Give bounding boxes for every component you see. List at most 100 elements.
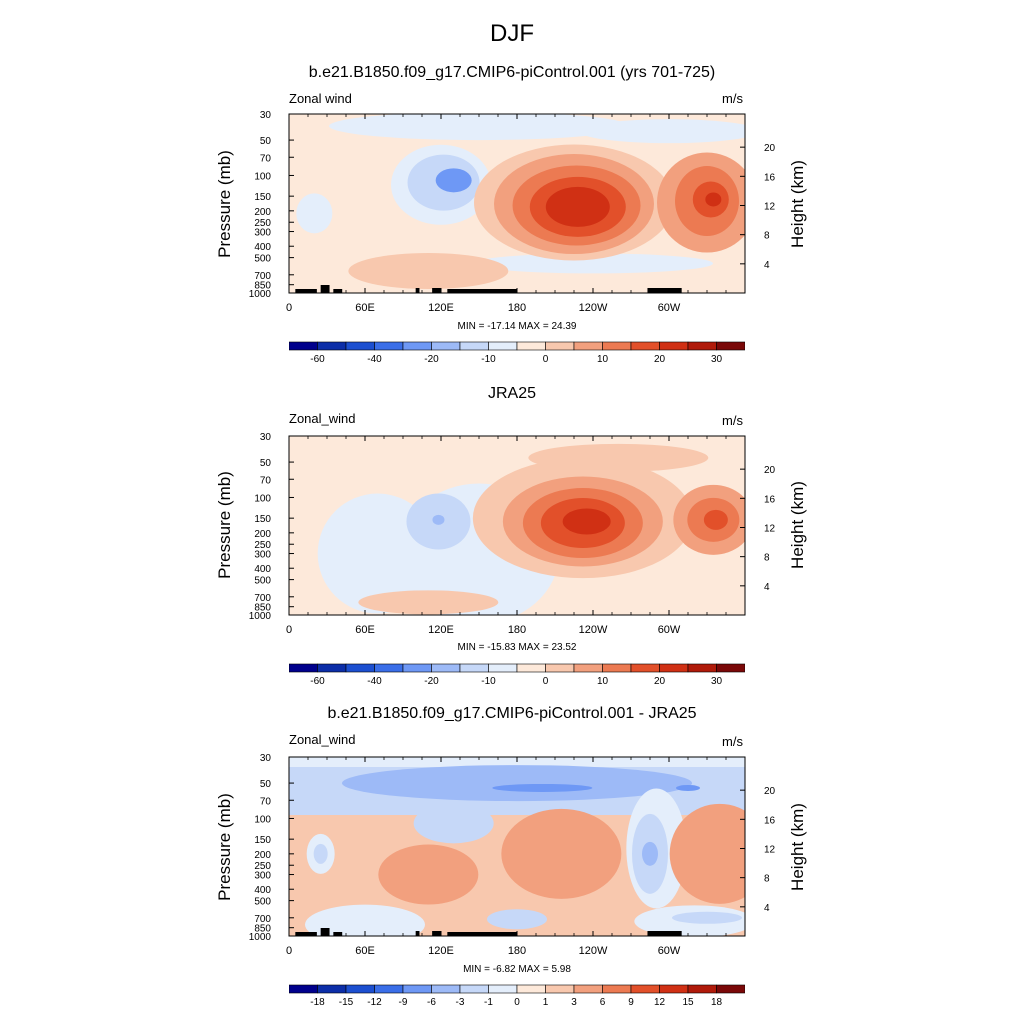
colorbar-label: 10 <box>597 676 609 687</box>
topography-block <box>447 932 517 936</box>
colorbar-swatch <box>573 984 603 994</box>
x-tick-label: 120E <box>428 945 454 957</box>
panel-1-colorbar: -60 -40 -20 -10 0 10 20 30 <box>289 341 745 365</box>
y-tick-label: 250 <box>254 861 271 872</box>
y-tick-label: 200 <box>254 529 271 540</box>
y-tick-label: 300 <box>254 228 271 239</box>
y-tick-label: 70 <box>260 475 272 486</box>
x-tick-label: 60E <box>355 624 375 636</box>
x-tick-label: 180 <box>508 302 526 314</box>
colorbar-label: 12 <box>654 997 666 1008</box>
x-tick-label: 60E <box>355 945 375 957</box>
y-tick-label: 850 <box>254 603 271 614</box>
colorbar-label: -40 <box>367 354 382 365</box>
y-tick-label: 500 <box>254 254 271 265</box>
jet-core-2 <box>703 509 728 530</box>
panel-1-variable: Zonal wind <box>289 91 352 106</box>
y-tick-label: 200 <box>254 207 271 218</box>
y-tick-label: 300 <box>254 871 271 882</box>
colorbar-swatch <box>516 984 546 994</box>
x-tick-label: 0 <box>286 945 292 957</box>
negative-lowlevel <box>672 911 742 924</box>
y2-tick-label: 16 <box>764 172 776 183</box>
light-blue-band <box>329 114 629 141</box>
colorbar-label: 30 <box>711 676 723 687</box>
negative-core <box>313 843 328 864</box>
y-tick-label: 30 <box>260 110 272 121</box>
jet-core <box>562 508 611 535</box>
x-tick-label: 120W <box>579 302 608 314</box>
topography-block <box>432 931 441 936</box>
light-blue-region <box>473 253 713 274</box>
x-tick-label: 60W <box>658 302 681 314</box>
y2-tick-label: 16 <box>764 494 776 505</box>
colorbar-swatch <box>317 984 347 994</box>
colorbar-swatch <box>374 984 404 994</box>
topography-block <box>447 289 517 293</box>
colorbar-label: -20 <box>424 676 439 687</box>
colorbar-swatch <box>602 984 632 994</box>
panel-1-units: m/s <box>722 91 743 106</box>
colorbar-label: -1 <box>484 997 493 1008</box>
panel-3-title: b.e21.B1850.f09_g17.CMIP6-piControl.001 … <box>327 705 697 722</box>
colorbar-swatch <box>659 984 689 994</box>
jet-core <box>545 186 610 227</box>
y2-tick-label: 4 <box>764 260 770 271</box>
y2-tick-label: 8 <box>764 874 770 885</box>
colorbar-swatch <box>716 663 745 673</box>
colorbar-label: -60 <box>310 354 325 365</box>
colorbar-label: -10 <box>481 354 496 365</box>
y-tick-label: 100 <box>254 493 271 504</box>
colorbar-swatch <box>488 984 518 994</box>
y-tick-label: 700 <box>254 593 271 604</box>
x-tick-label: 60W <box>658 945 681 957</box>
colorbar-label: -10 <box>481 676 496 687</box>
colorbar-swatch <box>630 984 660 994</box>
y-tick-label: 150 <box>254 192 271 203</box>
y-tick-label: 70 <box>260 153 272 164</box>
y-tick-label: 250 <box>254 540 271 551</box>
y-tick-label: 850 <box>254 281 271 292</box>
negative-core <box>432 514 445 525</box>
panel-1-minmax: MIN = -17.14 MAX = 24.39 <box>457 321 577 332</box>
panel-2-units: m/s <box>722 413 743 428</box>
colorbar-label: 18 <box>711 997 723 1008</box>
colorbar-swatch <box>716 984 745 994</box>
y-tick-label: 1000 <box>249 289 272 300</box>
light-blue-band <box>579 119 745 144</box>
x-tick-label: 60W <box>658 624 681 636</box>
panel-3-contours: 3050701001502002503004005007008501000481… <box>249 753 776 957</box>
y-tick-label: 500 <box>254 576 271 587</box>
y-tick-label: 50 <box>260 779 272 790</box>
topography-block <box>415 931 420 936</box>
topography-block <box>333 289 343 293</box>
negative-core <box>676 784 700 791</box>
y-tick-label: 400 <box>254 885 271 896</box>
colorbar-label: 3 <box>571 997 577 1008</box>
colorbar-swatch <box>289 984 318 994</box>
topography-block <box>647 288 682 293</box>
panel-2-colorbar: -60 -40 -20 -10 0 10 20 30 <box>289 663 745 687</box>
y2-tick-label: 4 <box>764 582 770 593</box>
y2-tick-label: 20 <box>764 786 776 797</box>
y2-tick-label: 20 <box>764 143 776 154</box>
light-blue-region <box>296 193 333 234</box>
x-tick-label: 180 <box>508 624 526 636</box>
y-tick-label: 150 <box>254 514 271 525</box>
colorbar-label: 0 <box>514 997 520 1008</box>
colorbar-swatch <box>459 984 489 994</box>
topography-block <box>432 288 441 293</box>
figure-title: DJF <box>490 20 534 47</box>
y-tick-label: 700 <box>254 271 271 282</box>
topography-block <box>320 928 330 936</box>
y2-tick-label: 20 <box>764 465 776 476</box>
colorbar-label: -9 <box>399 997 408 1008</box>
x-tick-label: 120E <box>428 302 454 314</box>
colorbar-label: 30 <box>711 354 723 365</box>
panel-3-variable: Zonal_wind <box>289 732 356 747</box>
y-tick-label: 30 <box>260 753 272 764</box>
y2-tick-label: 12 <box>764 844 776 855</box>
x-tick-label: 0 <box>286 302 292 314</box>
y-tick-label: 400 <box>254 564 271 575</box>
colorbar-label: -15 <box>339 997 354 1008</box>
